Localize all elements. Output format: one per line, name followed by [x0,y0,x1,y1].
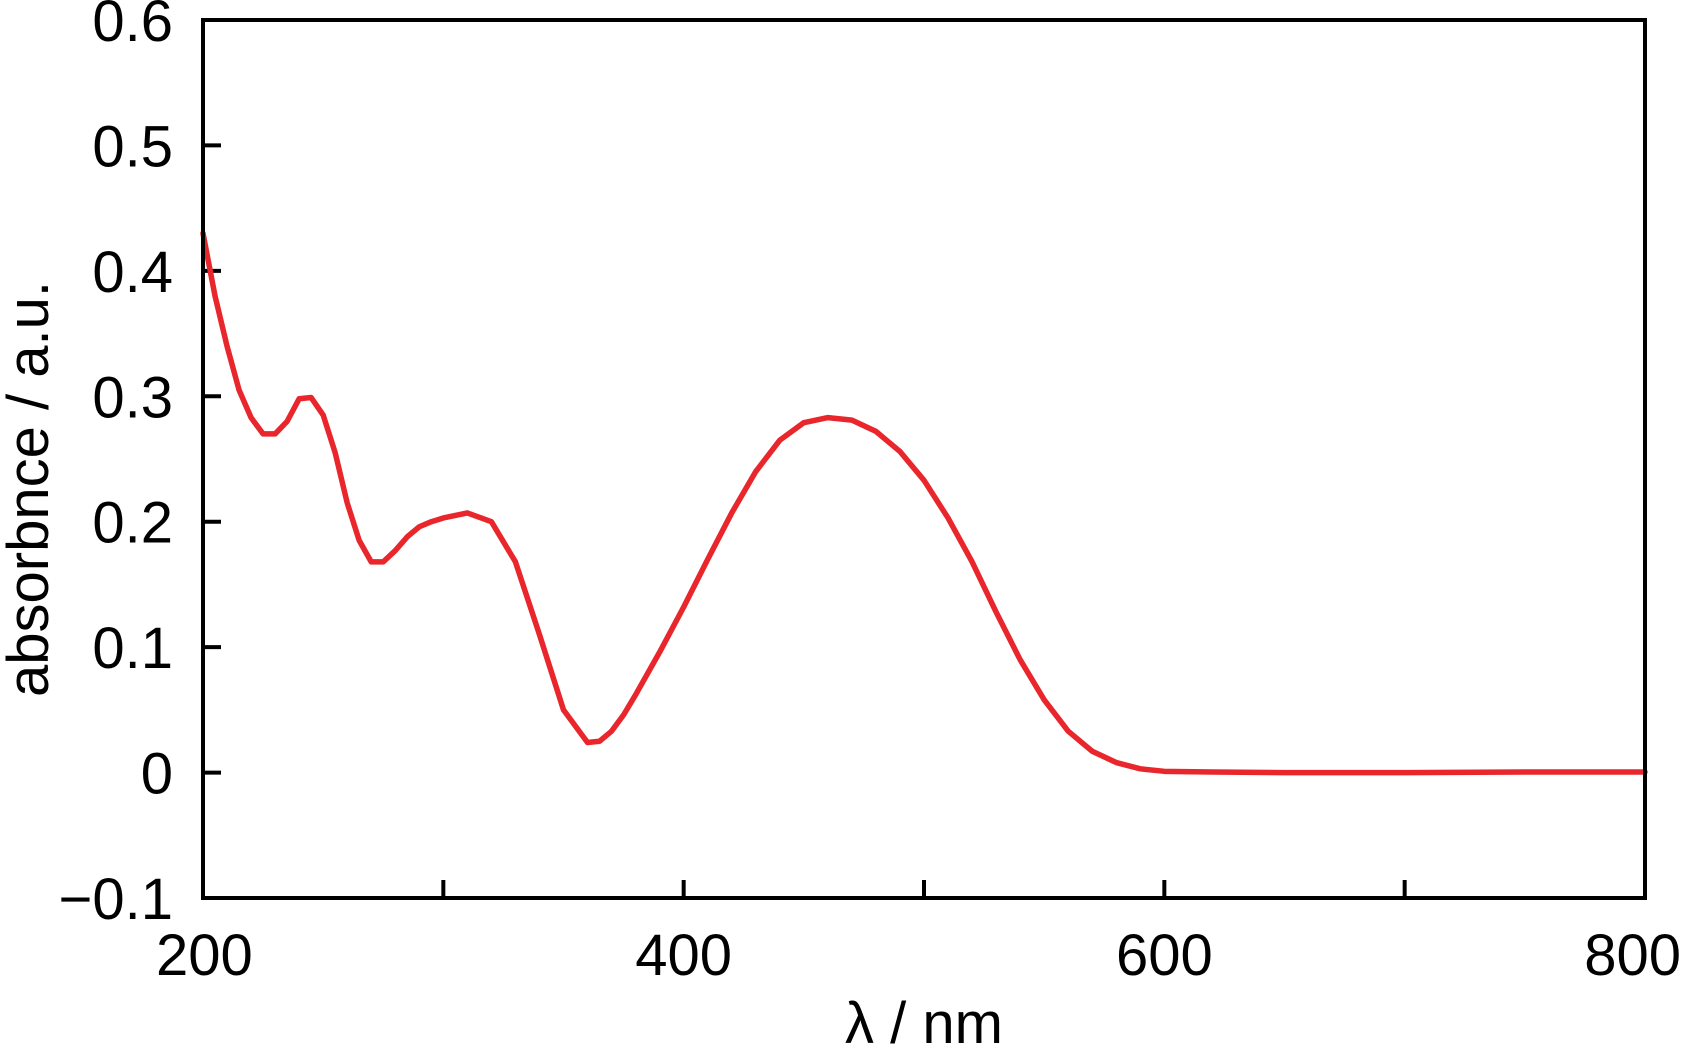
y-tick-label: 0.3 [92,365,173,430]
y-tick-label: 0.5 [92,114,173,179]
plot-frame [201,18,1647,900]
x-tick-label: 800 [1584,923,1681,988]
spectrum-line [200,230,1648,776]
y-tick-label: 0.6 [92,0,173,54]
y-axis-label: absorbnce / a.u. [0,281,61,697]
y-tick-label: 0.2 [92,491,173,556]
tick-labels: 200 400 600 800 −0.1 0 0.1 0.2 0.3 0.4 0.5 0.6 [59,0,1682,988]
x-tick-label: 400 [635,923,732,988]
y-tick-label: 0.4 [92,240,173,305]
series [200,230,1648,776]
y-tick-label: 0.1 [92,616,173,681]
y-tick-label: 0 [141,742,173,807]
x-tick-label: 600 [1116,923,1213,988]
y-tick-label: −0.1 [59,867,174,932]
x-axis-label: λ / nm [845,991,1003,1056]
x-tick-label: 200 [156,923,253,988]
